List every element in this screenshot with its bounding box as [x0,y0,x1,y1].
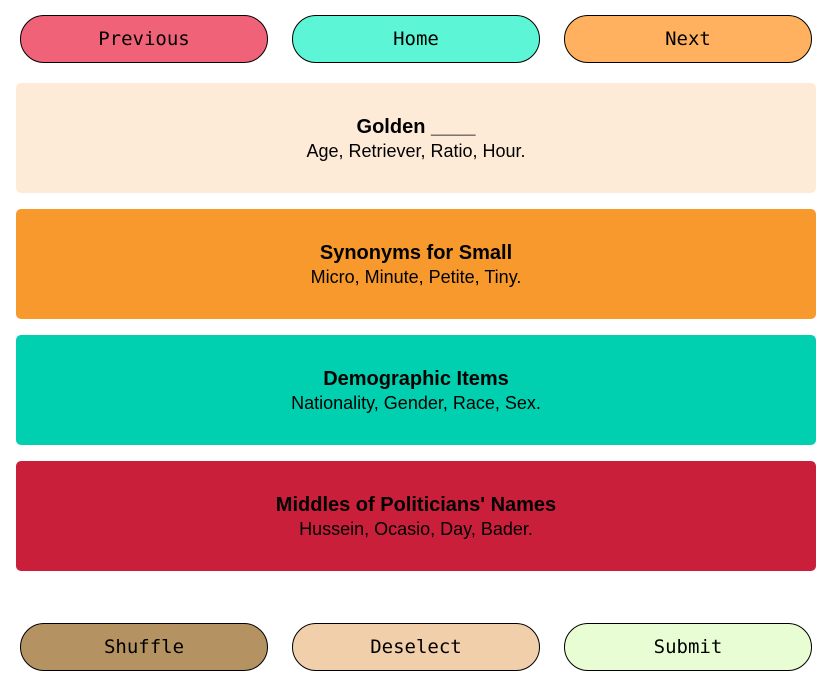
shuffle-button[interactable]: Shuffle [20,623,268,671]
group-title: Demographic Items [323,367,509,390]
group-words: Age, Retriever, Ratio, Hour. [306,140,526,161]
deselect-button[interactable]: Deselect [292,623,540,671]
group-title: Synonyms for Small [319,241,513,264]
solved-group-golden: Golden ____ Age, Retriever, Ratio, Hour. [16,83,816,193]
group-words: Nationality, Gender, Race, Sex. [291,392,541,413]
home-button[interactable]: Home [292,15,540,63]
navigation-bar: Previous Home Next [20,15,812,63]
next-button[interactable]: Next [564,15,812,63]
group-words: Micro, Minute, Petite, Tiny. [310,266,522,287]
group-title: Golden ____ [356,115,476,138]
group-title: Middles of Politicians' Names [275,493,557,516]
group-words: Hussein, Ocasio, Day, Bader. [299,518,533,539]
solved-groups: Golden ____ Age, Retriever, Ratio, Hour.… [16,83,816,587]
solved-group-politicians: Middles of Politicians' Names Hussein, O… [16,461,816,571]
previous-button[interactable]: Previous [20,15,268,63]
submit-button[interactable]: Submit [564,623,812,671]
action-bar: Shuffle Deselect Submit [20,623,812,671]
solved-group-small: Synonyms for Small Micro, Minute, Petite… [16,209,816,319]
solved-group-demographic: Demographic Items Nationality, Gender, R… [16,335,816,445]
